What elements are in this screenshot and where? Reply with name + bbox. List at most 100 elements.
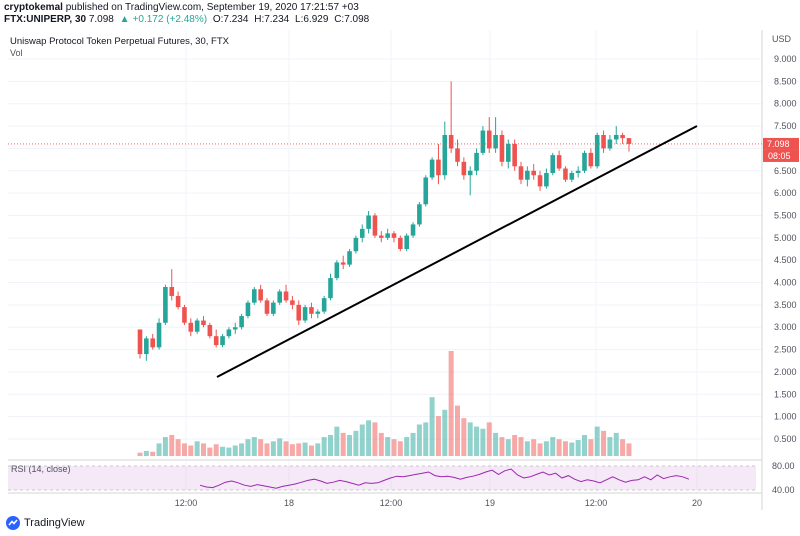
candle-body (493, 135, 498, 149)
candle-body (150, 338, 155, 348)
volume-bar (194, 441, 200, 456)
tradingview-footer[interactable]: TradingView (6, 516, 85, 530)
candle-body (169, 287, 175, 296)
volume-bar (270, 441, 276, 456)
volume-bar (321, 437, 327, 456)
volume-bar (467, 422, 473, 456)
volume-bar (245, 439, 251, 456)
time-tick: 12:00 (380, 498, 403, 508)
publish-header: cryptokemal published on TradingView.com… (0, 0, 800, 26)
candle-body (480, 130, 486, 153)
volume-bar (201, 443, 206, 456)
volume-bar (169, 435, 175, 456)
time-tick: 19 (485, 498, 495, 508)
candle-body (506, 143, 511, 162)
trend-line[interactable] (216, 125, 698, 378)
volume-bar (175, 439, 181, 456)
candle-body (213, 336, 219, 346)
price-tick: 4.000 (774, 278, 797, 288)
candle-body (321, 298, 327, 312)
volume-bar (137, 452, 143, 456)
candle-body (290, 300, 295, 305)
chart-title: Uniswap Protocol Token Perpetual Futures… (10, 36, 230, 47)
high-value: H:7.234 (254, 14, 290, 25)
author-name[interactable]: cryptokemal (4, 2, 63, 13)
candle-body (385, 233, 390, 238)
volume-bar (359, 424, 365, 456)
candle-body (582, 152, 587, 171)
candle-body (423, 177, 429, 205)
price-tick: 8.000 (774, 99, 797, 109)
price-tick: 7.500 (774, 121, 797, 131)
low-value: L:6.929 (295, 14, 329, 25)
brand-label: TradingView (24, 517, 85, 529)
candle-body (607, 139, 613, 149)
candle-body (525, 170, 530, 180)
volume-bar (264, 443, 270, 456)
price-tick: 3.000 (774, 322, 797, 332)
volume-bar (258, 439, 264, 456)
volume-bar (385, 437, 391, 456)
candle-body (613, 135, 619, 140)
close-value: C:7.098 (334, 14, 370, 25)
volume-bar (315, 443, 321, 456)
candle-body (474, 152, 479, 171)
price-tick: 5.500 (774, 210, 797, 220)
candle-body (156, 322, 162, 348)
volume-bar (435, 416, 441, 456)
volume-bar (607, 437, 613, 456)
grid (8, 30, 762, 493)
volume-bar (232, 445, 238, 456)
price-tick: 1.500 (774, 389, 797, 399)
volume-bar (620, 439, 626, 456)
time-tick: 20 (692, 498, 702, 508)
candle-body (245, 302, 251, 317)
candle-body (296, 304, 302, 321)
volume-bar (150, 451, 156, 456)
volume-bar (397, 441, 403, 456)
candle-body (531, 170, 536, 176)
volume-bar (537, 443, 543, 456)
candle-body (417, 204, 422, 225)
volume-bar (569, 442, 575, 456)
candle-body (258, 289, 263, 301)
candle-body (353, 237, 359, 252)
candle-body (563, 168, 568, 180)
volume-bar (347, 435, 353, 456)
volume-bar (575, 440, 581, 456)
candle-body (569, 173, 575, 180)
volume-bar (499, 437, 505, 456)
candle-body (207, 325, 213, 337)
currency-label[interactable]: USD (772, 34, 792, 44)
price-tick: 5.000 (774, 233, 797, 243)
candle-body (467, 170, 473, 176)
volume-bar (366, 420, 372, 456)
volume-bar (302, 442, 308, 456)
candle-body (556, 155, 562, 169)
volume-legend: Vol (10, 48, 23, 58)
candle-body (182, 307, 187, 323)
candle-body (277, 291, 282, 303)
volume-bar (378, 432, 384, 456)
candle-body (137, 329, 143, 355)
candle-body (575, 170, 581, 173)
candle-body (486, 130, 492, 149)
candle-body (429, 159, 435, 178)
volume-bar (340, 432, 346, 456)
candlesticks (137, 81, 632, 361)
price-tick: 3.500 (774, 300, 797, 310)
candle-body (252, 289, 257, 303)
candle-body (163, 287, 168, 323)
candle-body (366, 215, 371, 229)
volume-bar (328, 435, 333, 456)
candle-body (436, 159, 441, 176)
price-tick: 1.000 (774, 412, 797, 422)
candle-body (328, 278, 333, 299)
candle-body (455, 148, 460, 162)
candle-body (144, 338, 149, 355)
rsi-tick: 80.00 (772, 461, 795, 471)
volume-bar (391, 439, 397, 456)
volume-bar (582, 435, 587, 456)
candle-body (410, 224, 416, 236)
